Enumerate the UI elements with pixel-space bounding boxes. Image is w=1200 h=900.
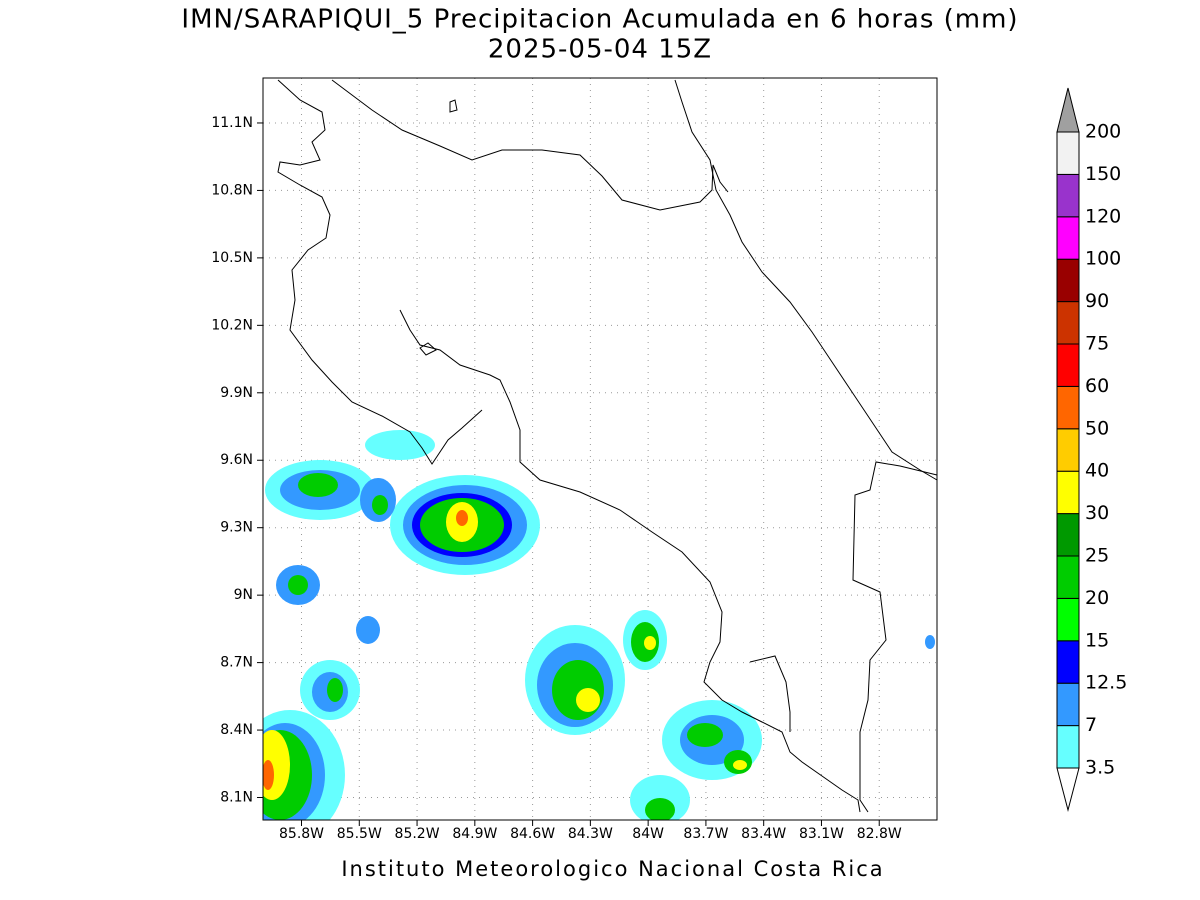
colorbar-label: 50 [1085, 417, 1109, 439]
colorbar-label: 25 [1085, 545, 1109, 567]
y-tick-label: 10.5N [211, 250, 253, 266]
subtitle: 2025-05-04 15Z [488, 35, 712, 65]
y-tick-label: 11.1N [211, 115, 253, 131]
colorbar-over [1056, 87, 1080, 133]
y-tick-label: 9.9N [220, 385, 253, 401]
colorbar-under [1056, 767, 1080, 812]
y-tick-label: 9N [234, 587, 253, 603]
colorbar-label: 20 [1085, 587, 1109, 609]
colorbar-label: 3.5 [1085, 757, 1115, 779]
y-tick-label: 8.1N [220, 790, 253, 806]
colorbar-label: 15 [1085, 629, 1109, 651]
colorbar-label: 150 [1085, 163, 1121, 185]
map-frame [262, 77, 938, 821]
y-tick-label: 10.2N [211, 317, 253, 333]
colorbar-box [1056, 513, 1080, 557]
colorbar-box [1056, 131, 1080, 175]
x-tick-label: 84.6W [510, 826, 555, 842]
colorbar-label: 40 [1085, 460, 1109, 482]
colorbar-box [1056, 640, 1080, 684]
y-tick-label: 10.8N [211, 182, 253, 198]
y-tick-label: 8.4N [220, 722, 253, 738]
colorbar-label: 200 [1085, 121, 1121, 143]
x-tick-label: 83.1W [799, 826, 844, 842]
colorbar-box [1056, 682, 1080, 727]
colorbar-label: 30 [1085, 502, 1109, 524]
x-tick-label: 85.8W [279, 826, 324, 842]
colorbar-box [1056, 597, 1080, 642]
x-tick-label: 84W [632, 826, 664, 842]
x-tick-label: 82.8W [857, 826, 902, 842]
rain-cluster [263, 430, 935, 820]
colorbar-box [1056, 428, 1080, 472]
x-tick-label: 84.3W [568, 826, 613, 842]
colorbar-box [1056, 301, 1080, 345]
colorbar-label: 12.5 [1085, 672, 1127, 694]
x-tick-label: 85.5W [337, 826, 382, 842]
colorbar-label: 60 [1085, 375, 1109, 397]
colorbar-box [1056, 216, 1080, 260]
x-tick-label: 83.4W [741, 826, 786, 842]
colorbar-label: 100 [1085, 248, 1121, 270]
y-tick-label: 8.7N [220, 655, 253, 671]
coastlines [277, 79, 938, 813]
y-tick-label: 9.3N [220, 520, 253, 536]
colorbar-label: 120 [1085, 205, 1121, 227]
colorbar-label: 7 [1085, 714, 1097, 736]
title: IMN/SARAPIQUI_5 Precipitacion Acumulada … [181, 5, 1018, 35]
y-tick-label: 9.6N [220, 452, 253, 468]
precipitation [263, 430, 935, 820]
footer: Instituto Meteorologico Nacional Costa R… [341, 857, 884, 881]
colorbar-label: 90 [1085, 290, 1109, 312]
colorbar-box [1056, 258, 1080, 303]
colorbar-label: 75 [1085, 333, 1109, 355]
colorbar-box [1056, 173, 1080, 218]
colorbar-box [1056, 385, 1080, 430]
colorbar-box [1056, 555, 1080, 599]
colorbar-box [1056, 470, 1080, 515]
x-tick-label: 85.2W [395, 826, 440, 842]
x-tick-label: 84.9W [452, 826, 497, 842]
colorbar: 3.5 7 12.5 15 20 25 30 40 50 60 75 90 100 120 150 200 [1056, 87, 1127, 812]
x-tick-label: 83.7W [683, 826, 728, 842]
colorbar-box [1056, 725, 1080, 769]
colorbar-box [1056, 343, 1080, 387]
